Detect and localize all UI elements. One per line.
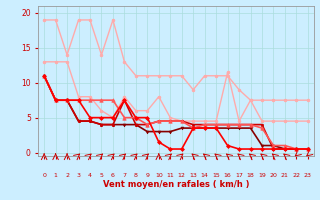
X-axis label: Vent moyen/en rafales ( km/h ): Vent moyen/en rafales ( km/h )	[103, 180, 249, 189]
